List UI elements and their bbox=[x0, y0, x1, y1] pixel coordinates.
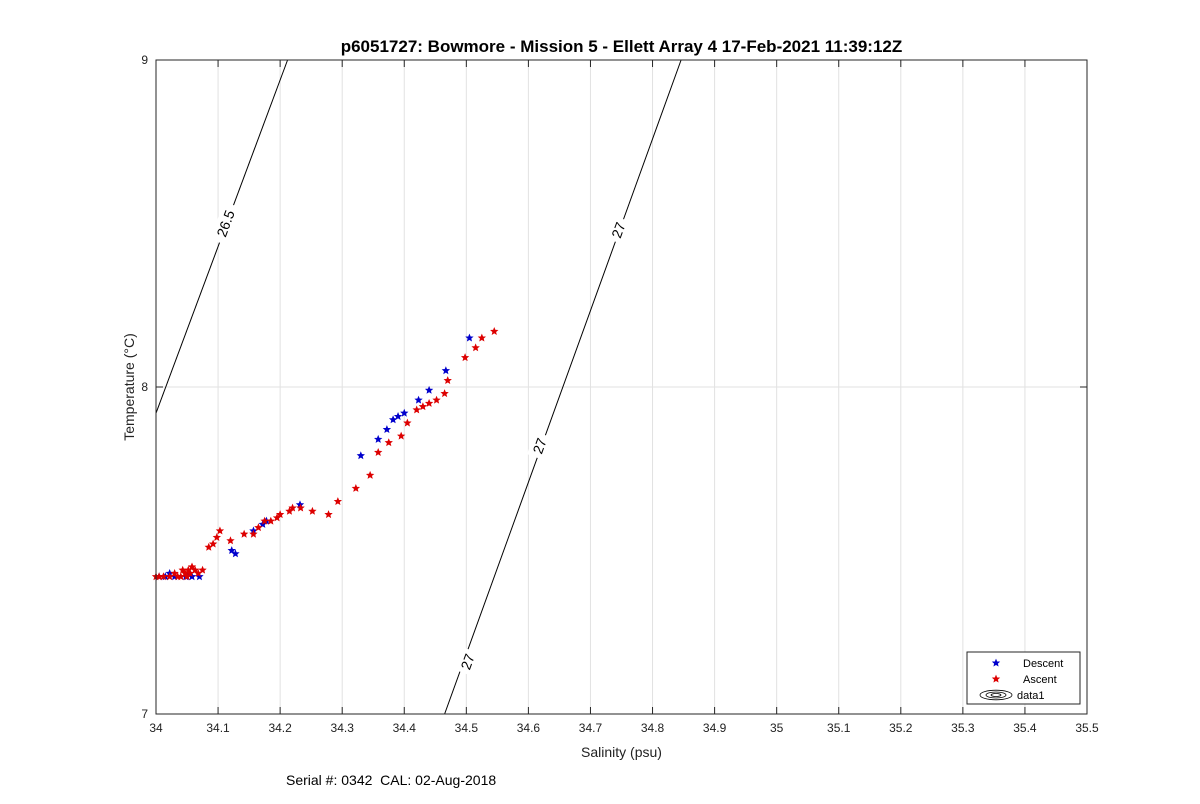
ascent-point bbox=[403, 418, 412, 427]
contour-label-bg bbox=[527, 431, 553, 461]
ascent-point bbox=[212, 533, 221, 541]
contour-label-bg bbox=[455, 647, 481, 677]
x-tick-label: 35.4 bbox=[1013, 721, 1037, 735]
descent-point bbox=[414, 395, 423, 404]
ascent-point bbox=[208, 539, 218, 548]
descent-point bbox=[465, 333, 474, 342]
ascent-point bbox=[239, 529, 249, 538]
contour-label-bg bbox=[605, 215, 631, 245]
y-tick-label: 7 bbox=[141, 707, 148, 721]
x-tick-label: 35.5 bbox=[1075, 721, 1099, 735]
x-tick-label: 34.7 bbox=[579, 721, 603, 735]
ascent-point bbox=[254, 523, 263, 532]
ascent-point bbox=[296, 503, 305, 512]
x-tick-label: 34 bbox=[149, 721, 163, 735]
x-axis-ticks: 34 34.1 34.2 34.3 34.4 34.5 34.6 34.7 34.8 34.9 35… bbox=[149, 60, 1099, 735]
y-axis-ticks: 7 8 9 bbox=[141, 53, 1087, 721]
ascent-point bbox=[460, 353, 470, 362]
ascent-point bbox=[424, 398, 434, 407]
descent-point bbox=[356, 451, 365, 460]
ascent-point bbox=[365, 470, 375, 479]
data-points bbox=[151, 327, 499, 581]
contour-label: 27 bbox=[608, 220, 628, 240]
y-tick-label: 9 bbox=[141, 53, 148, 67]
ascent-point bbox=[288, 503, 297, 512]
grid-lines bbox=[156, 60, 1087, 714]
ascent-point bbox=[396, 431, 406, 440]
legend-entry: Ascent bbox=[1023, 674, 1057, 686]
ascent-point bbox=[351, 483, 361, 492]
x-axis-label: Salinity (psu) bbox=[581, 744, 662, 760]
x-tick-label: 35.1 bbox=[827, 721, 851, 735]
serial-cal-footer: Serial #: 0342 CAL: 02-Aug-2018 bbox=[286, 772, 497, 788]
ascent-point bbox=[170, 569, 179, 577]
ascent-point bbox=[308, 506, 317, 515]
x-tick-label: 34.5 bbox=[455, 721, 479, 735]
legend-entry: Descent bbox=[1023, 658, 1063, 670]
x-tick-label: 34.3 bbox=[331, 721, 355, 735]
ascent-point bbox=[324, 510, 333, 519]
contour-label: 27 bbox=[457, 651, 477, 671]
ascent-point bbox=[490, 327, 499, 335]
legend-entry: data1 bbox=[1017, 690, 1045, 702]
ascent-point bbox=[178, 565, 187, 574]
ascent-point bbox=[249, 529, 258, 538]
ascent-point bbox=[198, 565, 207, 574]
descent-point bbox=[393, 412, 403, 420]
ascent-point bbox=[226, 536, 235, 545]
ascent-point bbox=[384, 438, 393, 447]
ascent-point bbox=[285, 506, 294, 515]
contour-label: 27 bbox=[529, 436, 549, 456]
ascent-point bbox=[215, 526, 225, 535]
chart-title: p6051727: Bowmore - Mission 5 - Ellett A… bbox=[341, 37, 903, 56]
ascent-point bbox=[333, 497, 343, 505]
descent-point bbox=[388, 415, 398, 424]
ascent-point bbox=[432, 395, 441, 404]
contour-label-bg bbox=[210, 201, 241, 246]
ascent-point bbox=[418, 402, 428, 411]
ascent-point bbox=[187, 562, 197, 571]
x-tick-label: 34.6 bbox=[517, 721, 541, 735]
descent-point bbox=[424, 385, 434, 394]
descent-point bbox=[400, 408, 409, 417]
ascent-point bbox=[443, 376, 452, 385]
descent-point bbox=[441, 366, 451, 375]
legend-contour-icon bbox=[990, 693, 1002, 697]
ascent-point bbox=[204, 542, 213, 551]
x-tick-label: 35.3 bbox=[951, 721, 975, 735]
ascent-point bbox=[440, 389, 449, 398]
x-tick-label: 34.1 bbox=[206, 721, 230, 735]
y-axis-label: Temperature (°C) bbox=[121, 333, 137, 441]
legend: Descent Ascent data1 bbox=[966, 651, 1081, 705]
ascent-point bbox=[471, 343, 480, 352]
x-tick-label: 35.2 bbox=[889, 721, 913, 735]
ascent-point bbox=[181, 569, 190, 577]
ascent-point bbox=[477, 333, 487, 342]
x-tick-label: 34.2 bbox=[268, 721, 292, 735]
x-tick-label: 34.4 bbox=[393, 721, 417, 735]
y-tick-label: 8 bbox=[141, 380, 148, 394]
ascent-point bbox=[275, 510, 285, 519]
ascent-point bbox=[374, 448, 383, 456]
descent-point bbox=[374, 434, 383, 443]
x-tick-label: 34.9 bbox=[703, 721, 727, 735]
x-tick-label: 35 bbox=[770, 721, 784, 735]
x-tick-label: 34.8 bbox=[641, 721, 665, 735]
legend-marker bbox=[991, 674, 1001, 683]
descent-point bbox=[382, 425, 392, 434]
ascent-point bbox=[272, 513, 282, 522]
ascent-point bbox=[260, 516, 269, 525]
contour-line bbox=[444, 59, 682, 715]
descent-point bbox=[227, 546, 236, 555]
legend-contour-icon bbox=[985, 691, 1007, 699]
legend-marker bbox=[991, 658, 1001, 667]
legend-contour-icon bbox=[979, 689, 1013, 701]
ascent-point bbox=[412, 405, 421, 414]
